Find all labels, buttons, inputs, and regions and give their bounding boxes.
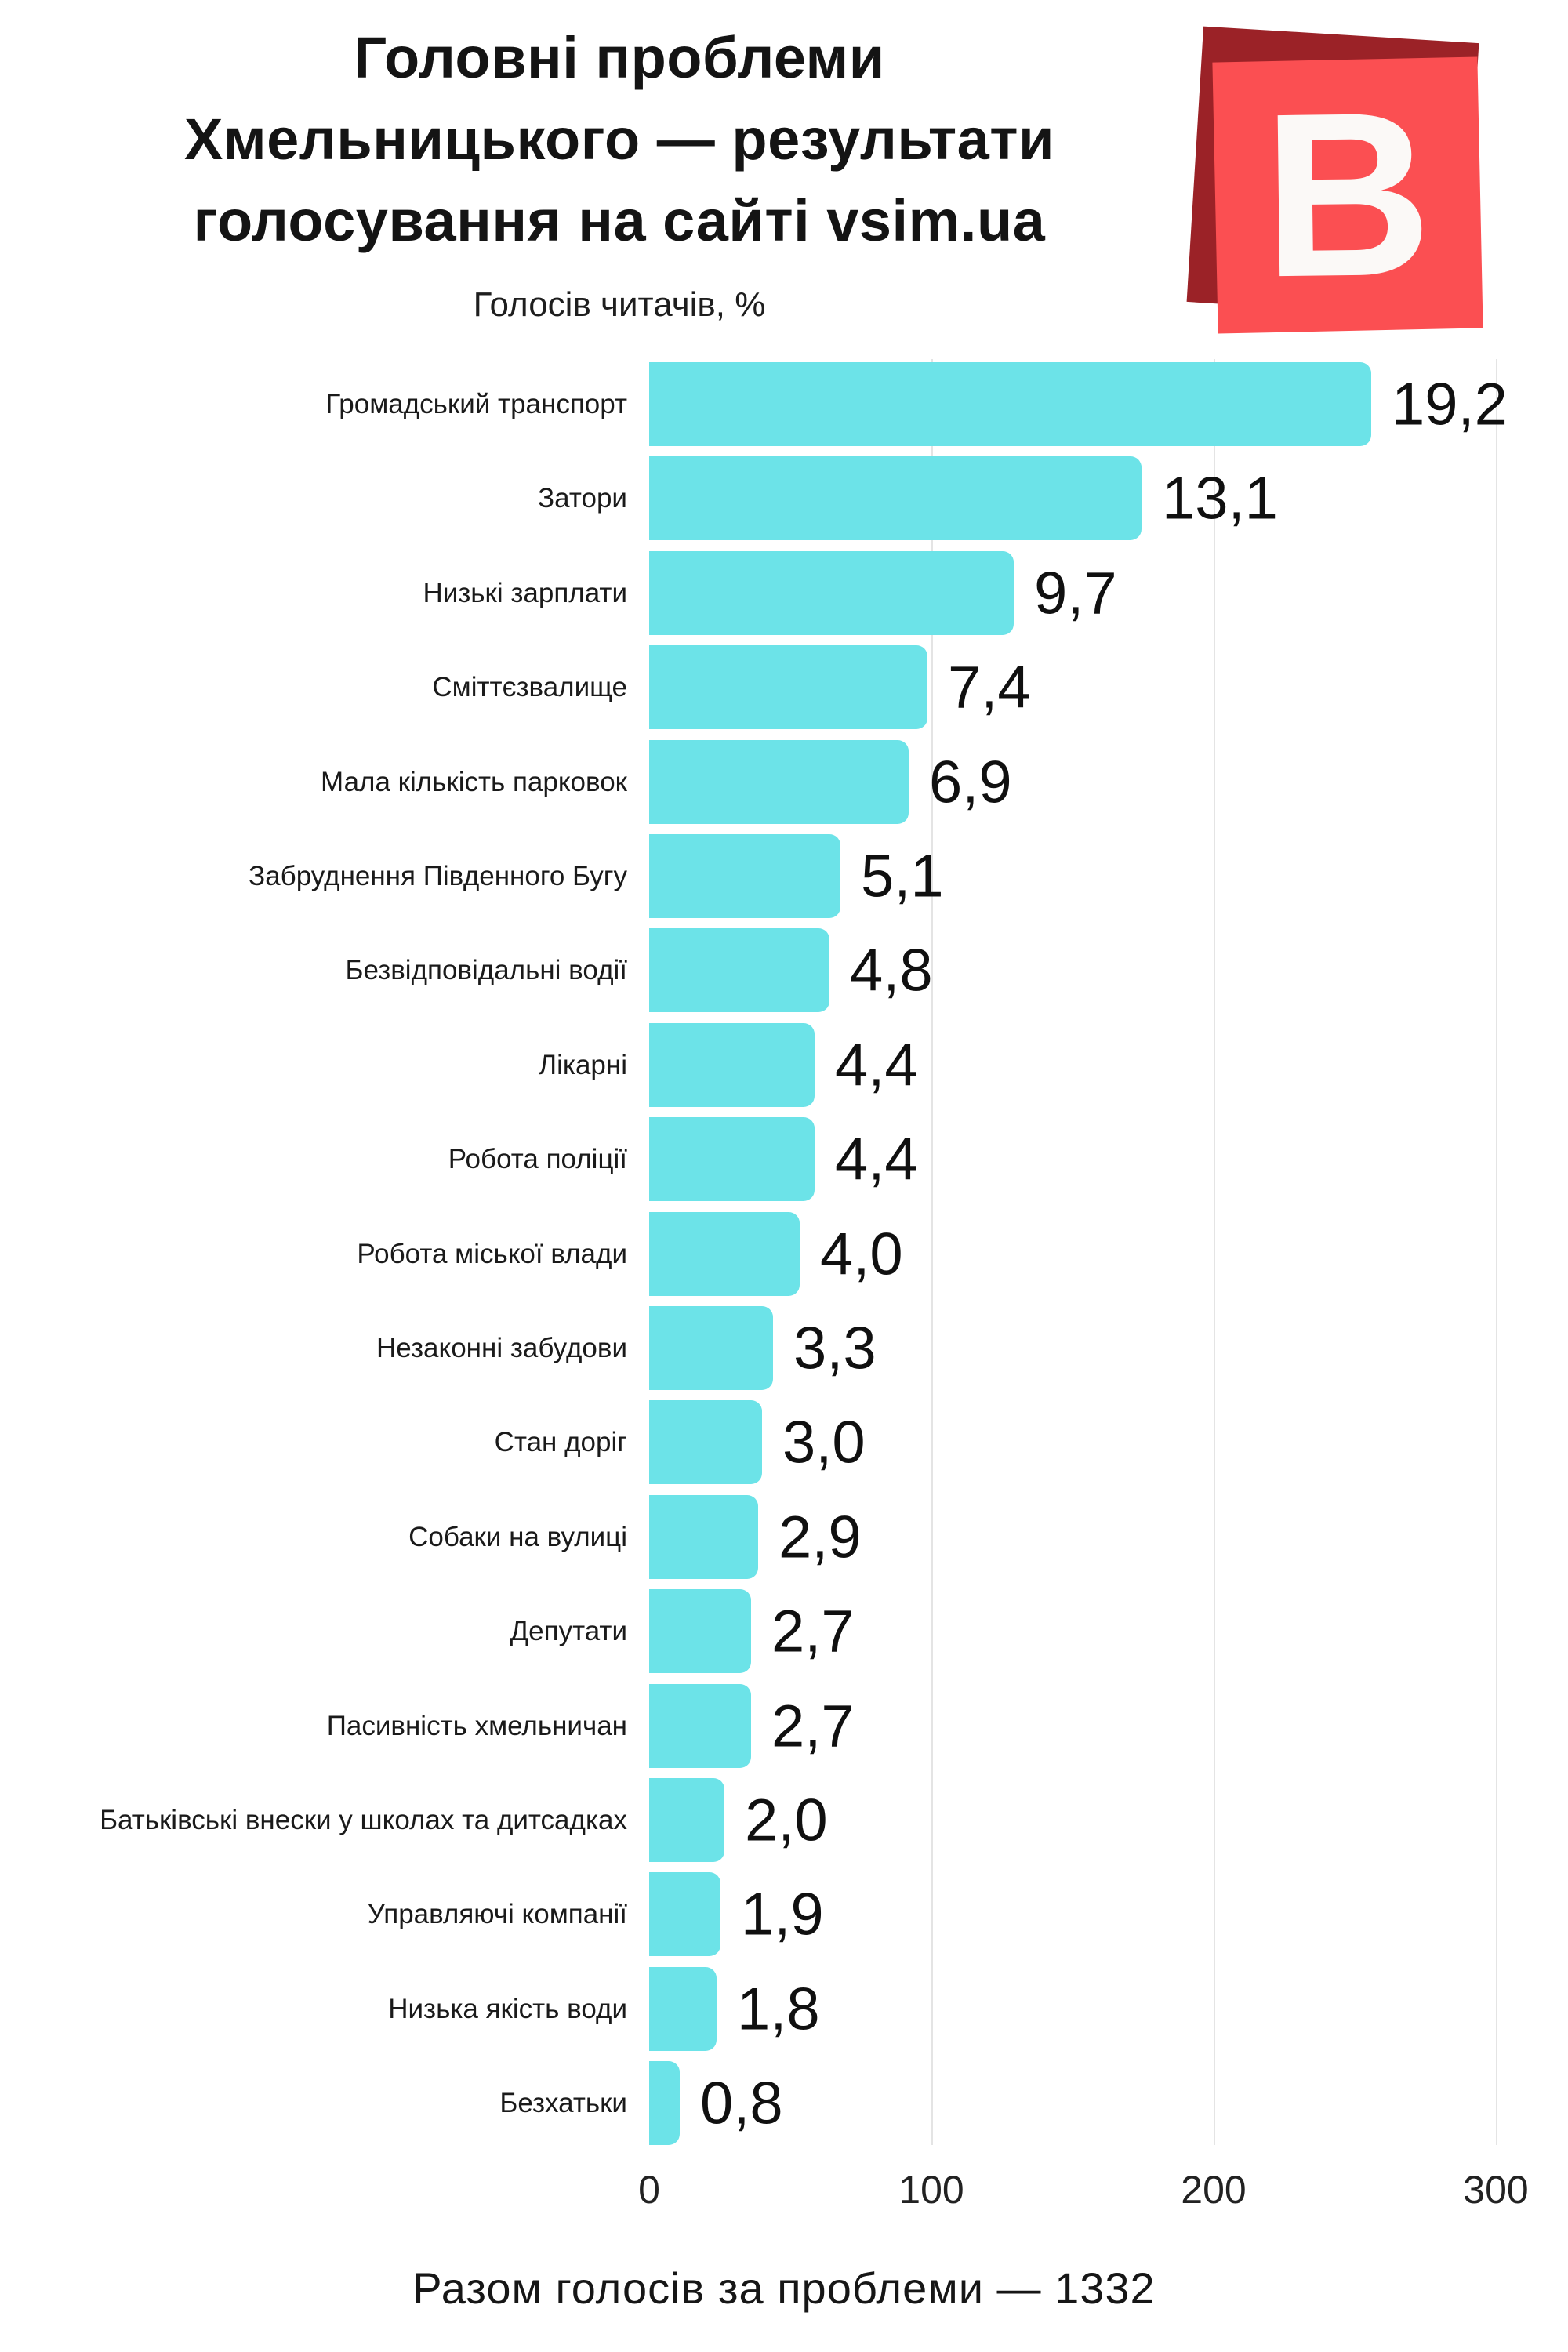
bar-row: Громадський транспорт 19,2 <box>0 362 1568 446</box>
value-label: 2,7 <box>771 1598 855 1664</box>
value-label: 6,9 <box>929 749 1012 815</box>
bar-row: Робота міської влади 4,0 <box>0 1212 1568 1296</box>
category-label: Лікарні <box>539 1049 627 1080</box>
category-label: Батьківські внески у школах та дитсадках <box>100 1804 627 1835</box>
value-label: 1,9 <box>741 1881 824 1947</box>
bar <box>649 1967 717 2051</box>
bar <box>649 1306 773 1390</box>
value-label: 3,0 <box>782 1409 866 1475</box>
total-votes-label: Разом голосів за проблеми — 1332 <box>412 2263 1156 2313</box>
category-label: Забруднення Південного Бугу <box>249 860 627 891</box>
bar <box>649 740 909 824</box>
value-label: 2,7 <box>771 1693 855 1759</box>
logo-front-shape: В <box>1212 56 1483 334</box>
value-label: 3,3 <box>793 1315 877 1381</box>
category-label: Депутати <box>510 1615 627 1646</box>
category-label: Пасивність хмельничан <box>326 1710 627 1741</box>
bar <box>649 834 840 918</box>
bar <box>649 551 1014 635</box>
value-label: 19,2 <box>1392 371 1508 437</box>
bar <box>649 1117 815 1201</box>
bar-row: Стан доріг 3,0 <box>0 1400 1568 1484</box>
title-line-3: голосування на сайті vsim.ua <box>193 188 1046 253</box>
gridline-100 <box>931 359 933 2145</box>
bar-chart: Громадський транспорт 19,2 Затори 13,1 Низьк… <box>0 359 1568 2158</box>
category-label: Громадський транспорт <box>325 388 627 419</box>
gridline-300 <box>1496 359 1497 2145</box>
x-tick-300: 300 <box>1463 2168 1529 2212</box>
bar-row: Безхатьки 0,8 <box>0 2061 1568 2145</box>
category-label: Низька якість води <box>388 1993 627 2024</box>
bar-row: Безвідповідальні водії 4,8 <box>0 928 1568 1012</box>
value-label: 4,4 <box>835 1032 918 1098</box>
bar <box>649 1778 724 1862</box>
value-label: 2,0 <box>745 1787 828 1853</box>
bar-row: Забруднення Південного Бугу 5,1 <box>0 834 1568 918</box>
value-label: 4,4 <box>835 1126 918 1192</box>
category-label: Незаконні забудови <box>376 1332 627 1363</box>
category-label: Низькі зарплати <box>423 577 627 608</box>
value-label: 4,0 <box>820 1221 903 1287</box>
category-label: Безвідповідальні водії <box>345 954 628 985</box>
category-label: Мала кількість парковок <box>321 766 627 797</box>
bar <box>649 362 1371 446</box>
value-label: 4,8 <box>850 937 933 1004</box>
chart-subtitle: Голосів читачів, % <box>473 285 766 324</box>
category-label: Робота поліції <box>448 1143 627 1174</box>
gridline-200 <box>1214 359 1215 2145</box>
bar-row: Собаки на вулиці 2,9 <box>0 1495 1568 1579</box>
value-label: 0,8 <box>700 2070 783 2136</box>
category-label: Затори <box>538 482 627 514</box>
bar <box>649 1212 800 1296</box>
bar-row: Мала кількість парковок 6,9 <box>0 740 1568 824</box>
bar <box>649 2061 680 2145</box>
category-label: Сміттєзвалище <box>432 671 627 702</box>
bar <box>649 645 927 729</box>
bar <box>649 1023 815 1107</box>
value-label: 2,9 <box>779 1504 862 1570</box>
bar-row: Депутати 2,7 <box>0 1589 1568 1673</box>
vsim-logo: В <box>1185 19 1493 340</box>
bar <box>649 1684 751 1768</box>
bar-row: Робота поліції 4,4 <box>0 1117 1568 1201</box>
logo-letter-icon: В <box>1261 63 1434 327</box>
category-label: Собаки на вулиці <box>408 1521 627 1552</box>
bar <box>649 456 1142 540</box>
value-label: 1,8 <box>737 1976 820 2042</box>
bar-row: Пасивність хмельничан 2,7 <box>0 1684 1568 1768</box>
value-label: 13,1 <box>1162 465 1278 532</box>
value-label: 9,7 <box>1034 560 1117 626</box>
category-label: Управляючі компанії <box>367 1898 627 1929</box>
bar <box>649 1589 751 1673</box>
page-title: Головні проблеми Хмельницького — результ… <box>71 17 1168 262</box>
x-tick-0: 0 <box>638 2168 660 2212</box>
category-label: Робота міської влади <box>357 1238 627 1269</box>
bar-row: Лікарні 4,4 <box>0 1023 1568 1107</box>
bar-row: Сміттєзвалище 7,4 <box>0 645 1568 729</box>
x-tick-200: 200 <box>1181 2168 1247 2212</box>
bar <box>649 1872 720 1956</box>
bar-row: Низькі зарплати 9,7 <box>0 551 1568 635</box>
bar-row: Батьківські внески у школах та дитсадках… <box>0 1778 1568 1862</box>
title-line-2: Хмельницького — результати <box>184 107 1054 172</box>
title-line-1: Головні проблеми <box>354 25 885 90</box>
category-label: Стан доріг <box>494 1426 627 1457</box>
bar <box>649 1495 758 1579</box>
bar <box>649 1400 762 1484</box>
bar <box>649 928 829 1012</box>
bar-row: Затори 13,1 <box>0 456 1568 540</box>
x-tick-100: 100 <box>898 2168 964 2212</box>
value-label: 7,4 <box>948 654 1031 720</box>
value-label: 5,1 <box>861 843 944 909</box>
bar-row: Управляючі компанії 1,9 <box>0 1872 1568 1956</box>
category-label: Безхатьки <box>499 2087 627 2118</box>
bar-row: Незаконні забудови 3,3 <box>0 1306 1568 1390</box>
bar-row: Низька якість води 1,8 <box>0 1967 1568 2051</box>
